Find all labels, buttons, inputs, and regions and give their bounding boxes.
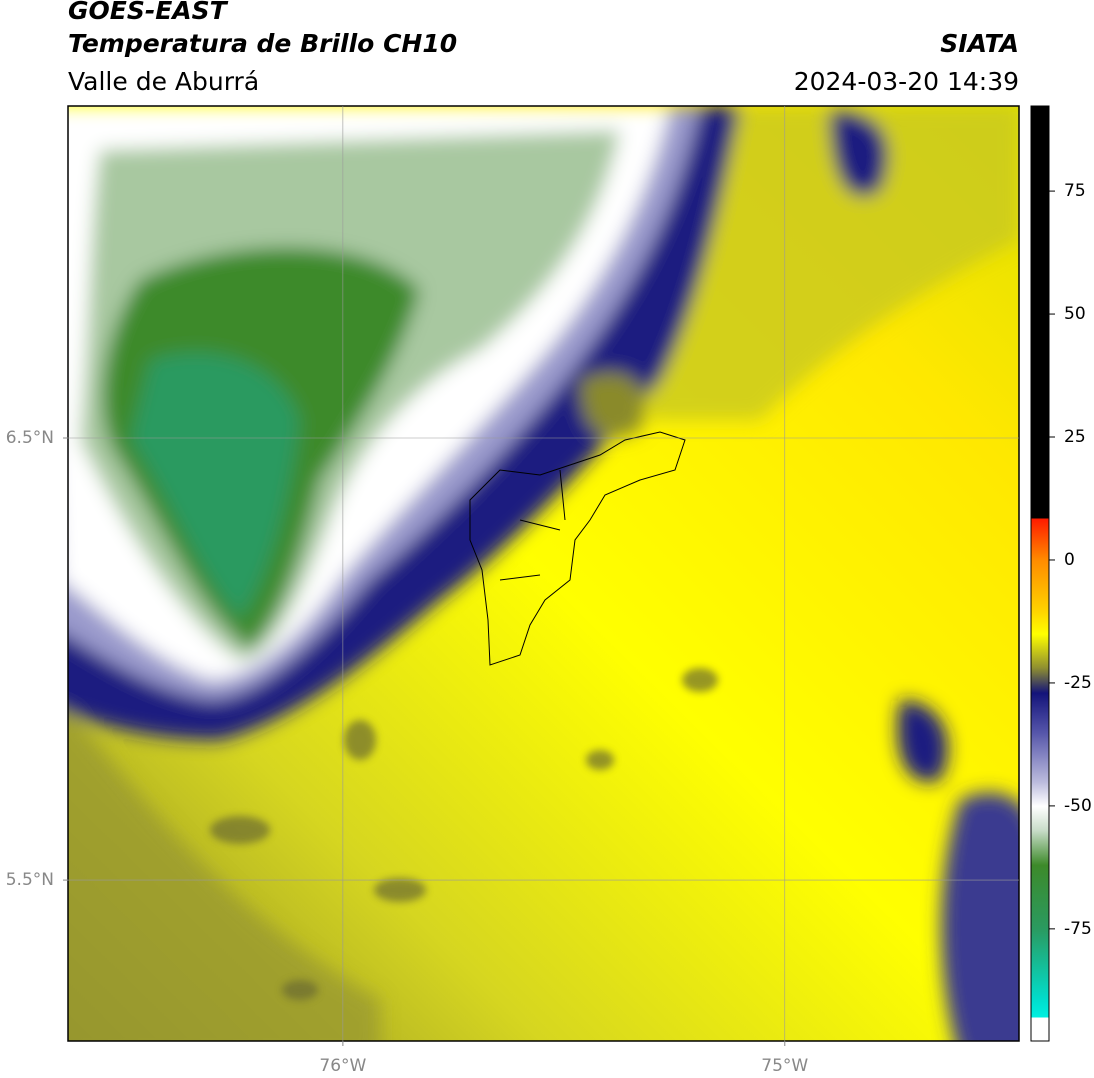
title: GOES-EAST <box>68 0 229 25</box>
lon-tick-label: 75°W <box>761 1056 808 1076</box>
lat-tick-label: 6.5°N <box>6 428 54 448</box>
datetime: 2024-03-20 14:39 <box>794 67 1019 96</box>
colorbar-tick-label: 25 <box>1064 427 1086 447</box>
colorbar <box>1030 105 1050 1042</box>
colorbar-tick-label: -50 <box>1064 796 1092 816</box>
colorbar-tick-label: 0 <box>1064 550 1075 570</box>
region: Valle de Aburrá <box>68 67 259 96</box>
map-frame <box>67 105 1020 1042</box>
colorbar-tick-label: 50 <box>1064 304 1086 324</box>
lon-tick-label: 76°W <box>319 1056 366 1076</box>
subtitle: Temperatura de Brillo CH10 <box>68 29 457 58</box>
colorbar-tick-label: 75 <box>1064 181 1086 201</box>
source: SIATA <box>940 29 1019 58</box>
colorbar-tick-label: -25 <box>1064 673 1092 693</box>
satellite-image <box>68 106 1019 1041</box>
colorbar-tick-label: -75 <box>1064 919 1092 939</box>
lat-tick-label: 5.5°N <box>6 870 54 890</box>
